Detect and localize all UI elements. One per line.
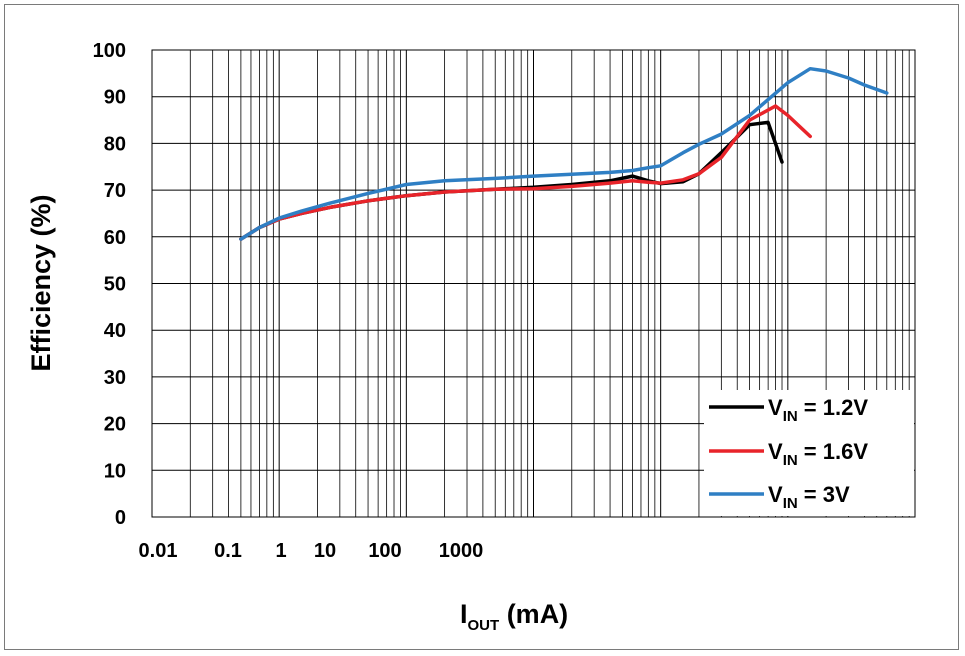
x-tick-label-0: 0.01 xyxy=(139,540,178,562)
x-tick-label-1: 0.1 xyxy=(214,540,242,562)
x-axis-title-unit: (mA) xyxy=(499,599,568,629)
series-line-3 xyxy=(239,66,889,241)
series-line-1 xyxy=(239,120,784,241)
x-tick-label-2: 1 xyxy=(275,540,286,562)
y-tick-label-70: 70 xyxy=(104,180,126,202)
legend-label-2: VIN = 1.6V xyxy=(768,439,868,469)
y-tick-label-0: 0 xyxy=(115,507,126,529)
x-axis-title: IOUT (mA) xyxy=(460,599,568,634)
y-tick-labels: 0 10 20 30 40 50 60 70 80 90 100 xyxy=(93,40,126,529)
x-tick-label-4: 100 xyxy=(368,540,401,562)
legend-label-2-rest: = 1.6V xyxy=(798,439,869,464)
legend-label-1-rest: = 1.2V xyxy=(798,395,869,420)
legend-label-1: VIN = 1.2V xyxy=(768,395,868,425)
legend-label-1-sub: IN xyxy=(783,408,798,425)
legend-label-2-main: V xyxy=(768,439,783,464)
y-tick-label-60: 60 xyxy=(104,227,126,249)
y-tick-label-20: 20 xyxy=(104,414,126,436)
legend-entry-3: VIN = 3V xyxy=(709,482,850,512)
chart-frame xyxy=(4,4,959,650)
legend: VIN = 1.2V VIN = 1.6V VIN = 3V xyxy=(704,390,914,516)
y-tick-label-40: 40 xyxy=(104,320,126,342)
x-tick-labels: 0.01 0.1 1 10 100 1000 xyxy=(139,540,484,562)
legend-label-3: VIN = 3V xyxy=(768,482,850,512)
plot-border xyxy=(151,49,916,518)
y-tick-label-10: 10 xyxy=(104,460,126,482)
y-tick-label-90: 90 xyxy=(104,87,126,109)
legend-label-3-rest: = 3V xyxy=(798,482,850,507)
y-tick-label-50: 50 xyxy=(104,274,126,296)
x-tick-label-3: 10 xyxy=(314,540,336,562)
legend-label-1-main: V xyxy=(768,395,783,420)
legend-entry-2: VIN = 1.6V xyxy=(709,439,868,469)
legend-label-3-sub: IN xyxy=(783,495,798,512)
legend-label-3-main: V xyxy=(768,482,783,507)
x-axis-title-sub: OUT xyxy=(468,617,500,634)
y-axis-title: Efficiency (%) xyxy=(26,194,56,371)
y-tick-label-30: 30 xyxy=(104,367,126,389)
y-tick-label-80: 80 xyxy=(104,133,126,155)
x-axis-title-main: I xyxy=(460,599,468,629)
legend-label-2-sub: IN xyxy=(783,452,798,469)
x-tick-label-5: 1000 xyxy=(439,540,484,562)
series-line-2 xyxy=(239,104,812,241)
y-tick-label-100: 100 xyxy=(93,40,126,62)
series-layer xyxy=(239,66,889,241)
legend-entry-1: VIN = 1.2V xyxy=(709,395,868,425)
